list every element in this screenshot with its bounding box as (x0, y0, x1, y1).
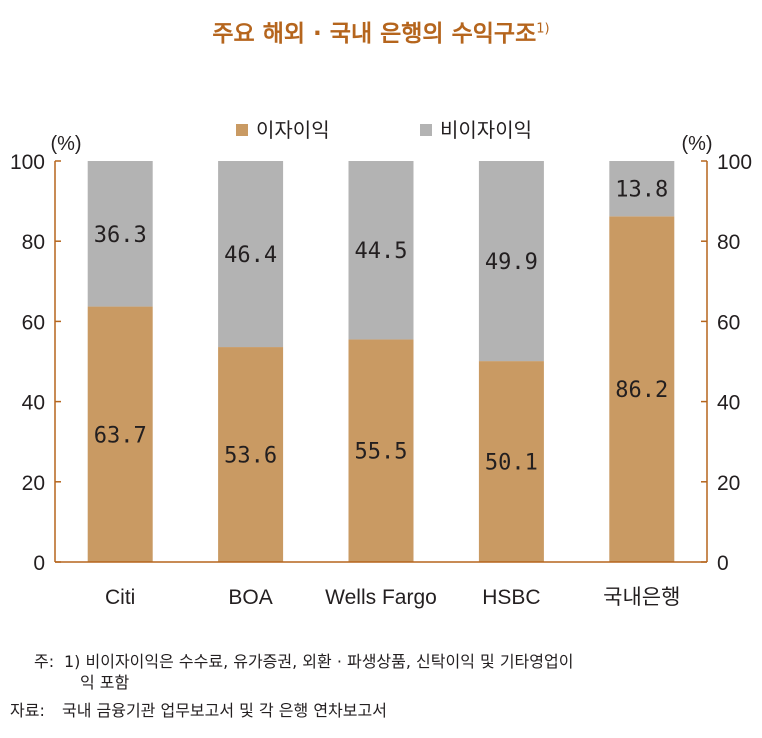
note-line-2: 익 포함 (80, 673, 130, 692)
note-prefix: 주: (34, 652, 55, 671)
y-tick-label-right: 60 (717, 311, 740, 334)
x-tick-label: HSBC (482, 586, 540, 609)
x-tick-label: Citi (105, 586, 135, 609)
y-tick-label-left: 40 (22, 392, 45, 415)
data-label: 36.3 (94, 223, 147, 248)
data-label: 49.9 (485, 250, 538, 275)
data-label: 13.8 (615, 178, 668, 203)
data-label: 46.4 (224, 243, 277, 268)
y-unit-right: (%) (681, 133, 712, 155)
y-tick-label-left: 20 (22, 472, 45, 495)
chart-title: 주요 해외 · 국내 은행의 수익구조1) (0, 14, 762, 48)
bar-noninterest-4 (609, 161, 675, 217)
bar-interest-0 (87, 306, 153, 562)
y-tick-label-right: 20 (717, 472, 740, 495)
bar-noninterest-1 (218, 161, 284, 348)
y-unit-left: (%) (50, 133, 81, 155)
title-footnote-mark: 1) (536, 21, 550, 37)
y-tick-label-left: 100 (10, 151, 45, 174)
bar-noninterest-0 (87, 161, 153, 307)
y-tick-label-right: 100 (717, 151, 752, 174)
y-tick-label-left: 60 (22, 311, 45, 334)
y-tick-label-right: 0 (717, 552, 729, 575)
data-label: 44.5 (355, 239, 408, 264)
y-tick-label-left: 80 (22, 231, 45, 254)
note-line-1: 1) 비이자이익은 수수료, 유가증권, 외환 · 파생상품, 신탁이익 및 기… (64, 652, 574, 671)
bar-interest-2 (348, 339, 414, 562)
legend-swatch (236, 124, 248, 136)
data-label: 50.1 (485, 451, 538, 476)
y-tick-label-right: 40 (717, 392, 740, 415)
stacked-bar-chart: 63.7 36.3 Citi 53.6 46.4 BOA 55.5 44.5 Wells Far… (10, 118, 752, 609)
bar-noninterest-3 (478, 161, 544, 362)
bar-interest-4 (609, 216, 675, 562)
source-prefix: 자료: (10, 701, 45, 720)
x-tick-label: BOA (228, 586, 272, 609)
x-tick-label: 국내은행 (603, 586, 680, 609)
bar-noninterest-2 (348, 161, 414, 340)
y-tick-label-left: 0 (33, 552, 45, 575)
chart-title-text: 주요 해외 · 국내 은행의 수익구조 (212, 21, 537, 47)
source-text: 국내 금융기관 업무보고서 및 각 은행 연차보고서 (62, 701, 387, 720)
legend-label: 비이자이익 (440, 118, 532, 142)
data-label: 55.5 (355, 440, 408, 465)
data-label: 63.7 (94, 423, 147, 448)
legend-label: 이자이익 (256, 118, 330, 142)
data-label: 53.6 (224, 444, 277, 469)
data-label: 86.2 (615, 378, 668, 403)
x-tick-label: Wells Fargo (325, 586, 437, 609)
bar-interest-1 (218, 347, 284, 562)
y-tick-label-right: 80 (717, 231, 740, 254)
legend-swatch (420, 124, 432, 136)
bar-interest-3 (478, 361, 544, 562)
